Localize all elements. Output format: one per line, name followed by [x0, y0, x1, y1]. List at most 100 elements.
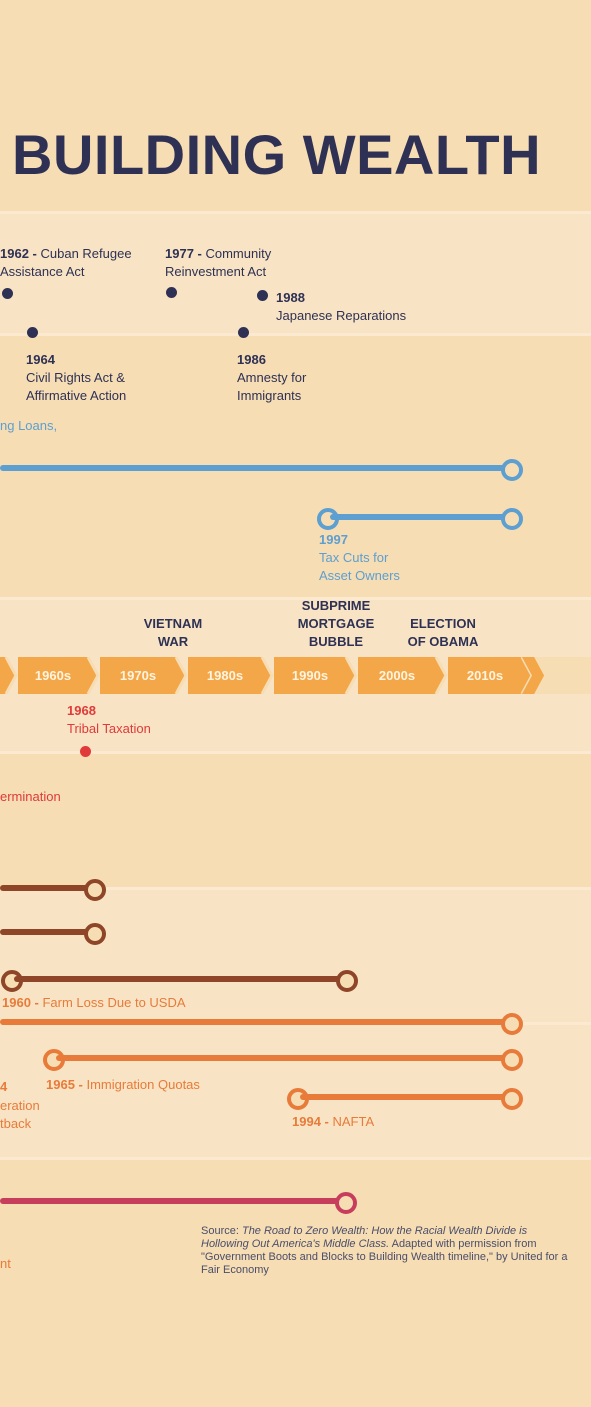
decade-1960s: 1960s — [18, 657, 88, 694]
event-1977: 1977 - Community Reinvestment Act — [165, 246, 272, 279]
pink-bar — [0, 1198, 340, 1204]
event-year: 1960 — [2, 995, 31, 1010]
cut-year: 4 — [0, 1079, 8, 1094]
brown-bar — [14, 976, 342, 982]
decade-2010s: 2010s — [448, 657, 522, 694]
era-line: SUBPRIME — [301, 598, 371, 613]
era-line: WAR — [157, 634, 189, 649]
event-label: Immigration Quotas — [86, 1077, 200, 1092]
chevron — [346, 657, 356, 693]
event-year: 1968 — [67, 703, 96, 718]
event-dot — [257, 290, 268, 301]
brown-bar-end — [336, 970, 358, 992]
decade-1980s: 1980s — [188, 657, 262, 694]
decade-1990s: 1990s — [274, 657, 346, 694]
event-dot — [27, 327, 38, 338]
decade-1970s: 1970s — [100, 657, 176, 694]
blue-bar-end — [501, 459, 523, 481]
chevron — [522, 657, 532, 693]
orange-bar — [300, 1094, 506, 1100]
event-label-2: Assistance Act — [0, 264, 85, 279]
orange-bar-end — [501, 1049, 523, 1071]
termination-cut-label: ermination — [0, 789, 61, 804]
event-1962: 1962 - Cuban Refugee Assistance Act — [0, 246, 132, 279]
event-label: Farm Loss Due to USDA — [42, 995, 186, 1010]
blue-bar-end — [501, 508, 523, 530]
divider — [0, 333, 591, 336]
orange-bar-end — [501, 1013, 523, 1035]
pink-cut-label: nt — [0, 1256, 11, 1271]
event-year: 1988 — [276, 290, 305, 305]
brown-bar — [0, 885, 88, 891]
event-label: NAFTA — [332, 1114, 375, 1129]
event-label-2: Asset Owners — [319, 568, 400, 583]
event-dot — [166, 287, 177, 298]
event-year: 1965 — [46, 1077, 75, 1092]
event-label: Tribal Taxation — [67, 721, 151, 736]
event-year: 1986 — [237, 352, 266, 367]
nafta-event: 1994 - NAFTA — [292, 1114, 375, 1129]
chevron — [6, 657, 16, 693]
source-prefix: Source: — [201, 1225, 242, 1237]
event-label-2: Reinvestment Act — [165, 264, 267, 279]
divider — [0, 887, 591, 890]
brown-bar-end — [84, 923, 106, 945]
divider — [0, 211, 591, 214]
tribal-taxation-event: 1968 Tribal Taxation — [67, 702, 151, 738]
source-title: The Road to Zero Wealth: How the Racial … — [201, 1225, 528, 1250]
chevron-separators — [4, 657, 591, 694]
orange-cut-label: eration — [0, 1098, 40, 1113]
page-title: BUILDING WEALTH — [12, 123, 542, 186]
navy-band-top — [0, 214, 591, 334]
event-dot — [80, 746, 91, 757]
brown-bar-end — [84, 879, 106, 901]
event-label-2: Immigrants — [237, 388, 302, 403]
blue-bar — [330, 514, 507, 520]
divider — [0, 1157, 591, 1160]
event-label: Amnesty for — [237, 370, 307, 385]
event-label: Community — [205, 246, 272, 261]
event-year: 1977 — [165, 246, 194, 261]
decade-timeline: 1960s 1970s 1980s 1990s 2000s 2010s — [0, 657, 591, 694]
decade-cut — [0, 657, 6, 694]
immigration-quotas-event: 1965 - Immigration Quotas — [46, 1077, 200, 1092]
farm-loss-event: 1960 - Farm Loss Due to USDA — [2, 995, 186, 1010]
event-label-2: Affirmative Action — [26, 388, 127, 403]
chevron — [88, 657, 98, 693]
divider — [0, 751, 591, 754]
event-1988: 1988 Japanese Reparations — [276, 289, 406, 325]
event-1986: 1986 Amnesty for Immigrants — [237, 351, 306, 405]
blue-cut-label: ng Loans, — [0, 418, 58, 433]
event-year: 1964 — [26, 352, 55, 367]
orange-bar — [0, 1019, 506, 1025]
orange-cut-label: tback — [0, 1116, 32, 1131]
event-dot — [238, 327, 249, 338]
event-label: Civil Rights Act & — [26, 370, 125, 385]
event-dot — [2, 288, 13, 299]
chevron — [436, 657, 446, 693]
event-1964: 1964 Civil Rights Act & Affirmative Acti… — [26, 351, 126, 405]
era-line: ELECTION — [410, 616, 476, 631]
event-year: 1994 — [292, 1114, 321, 1129]
blue-bar — [0, 465, 505, 471]
orange-bar-end — [501, 1088, 523, 1110]
era-subprime: SUBPRIME MORTGAGE BUBBLE — [288, 597, 384, 651]
tax-cuts-event: 1997 Tax Cuts for Asset Owners — [319, 531, 400, 585]
event-year: 1962 — [0, 246, 29, 261]
source-rest: Adapted with permission from "Government… — [201, 1238, 568, 1276]
era-line: MORTGAGE — [297, 616, 375, 631]
chevron — [176, 657, 186, 693]
divider — [0, 597, 591, 600]
decade-2000s: 2000s — [358, 657, 436, 694]
event-label: Tax Cuts for — [319, 550, 389, 565]
chevron — [262, 657, 272, 693]
era-line: OF OBAMA — [407, 634, 479, 649]
pink-bar-end — [335, 1192, 357, 1214]
source-note: Source: The Road to Zero Wealth: How the… — [201, 1225, 571, 1277]
event-label-2: Japanese Reparations — [276, 308, 407, 323]
era-line: BUBBLE — [308, 634, 364, 649]
event-label: Cuban Refugee — [40, 246, 132, 261]
event-year: 1997 — [319, 532, 348, 547]
era-obama: ELECTION OF OBAMA — [398, 615, 488, 651]
orange-cut-label: 4 — [0, 1078, 7, 1096]
